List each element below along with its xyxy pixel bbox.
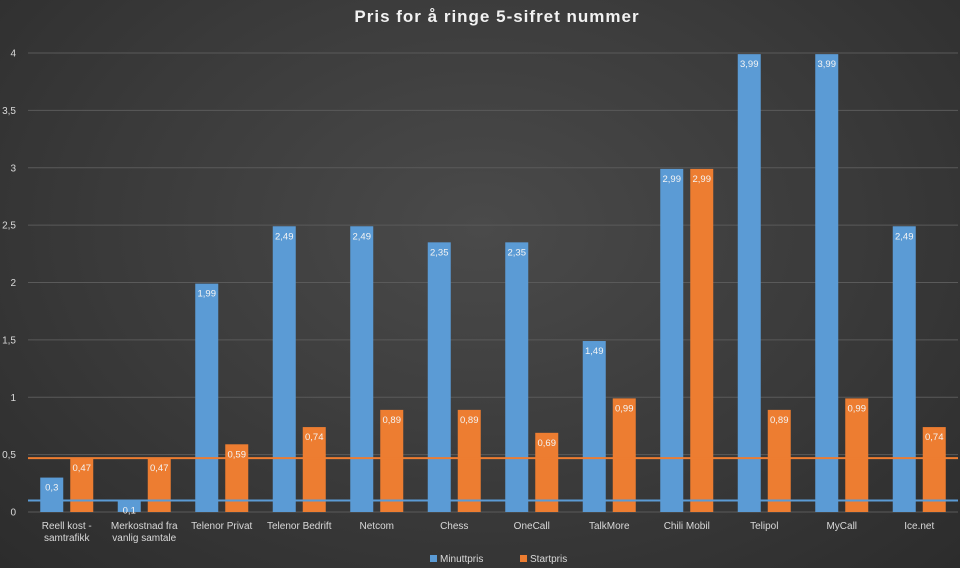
x-category-label: MyCall: [826, 521, 857, 532]
bar-minuttpris: [195, 283, 219, 512]
data-label: 0,89: [460, 415, 479, 426]
bar-startpris: [147, 458, 171, 512]
y-tick-label: 3: [10, 163, 16, 174]
bar-startpris: [845, 398, 869, 512]
data-label: 3,99: [740, 59, 759, 70]
bar-minuttpris: [505, 242, 529, 512]
x-category-label: samtrafikk: [44, 533, 91, 544]
bar-startpris: [612, 398, 636, 512]
legend-entry: Startpris: [530, 554, 567, 565]
bar-startpris: [457, 409, 481, 512]
bar-minuttpris: [117, 500, 141, 512]
data-label: 0,74: [925, 432, 944, 443]
x-category-label: Ice.net: [904, 521, 934, 532]
data-labels: 0,3 0,47 0,1 0,47 1,99 0,59 2,49 0,74 2,49 0,89 2,…: [45, 59, 943, 516]
data-label: 2,35: [430, 247, 449, 258]
bar-startpris: [767, 409, 791, 512]
x-category-label: TalkMore: [589, 521, 630, 532]
data-label: 0,3: [45, 483, 58, 494]
bars: [40, 54, 946, 513]
legend: Minuttpris Startpris: [430, 554, 567, 565]
y-tick-label: 2,5: [2, 221, 16, 232]
x-category-label: Reell kost -: [42, 521, 92, 532]
legend-swatch: [520, 555, 527, 562]
x-category-label: Merkostnad fra: [111, 521, 178, 532]
data-label: 0,69: [538, 438, 557, 449]
x-category-label: Chili Mobil: [664, 521, 710, 532]
y-tick-label: 1,5: [2, 335, 16, 346]
data-label: 3,99: [818, 59, 837, 70]
bar-startpris: [690, 168, 714, 512]
data-label: 2,35: [508, 247, 527, 258]
x-category-label: Telenor Privat: [191, 521, 252, 532]
y-axis-ticks: 0 0,5 1 1,5 2 2,5 3 3,5 4: [2, 49, 16, 519]
data-label: 0,59: [228, 449, 247, 460]
data-label: 0,89: [383, 415, 402, 426]
gridlines: [28, 52, 958, 513]
x-category-label: Telipol: [750, 521, 778, 532]
legend-entry: Minuttpris: [440, 554, 483, 565]
data-label: 1,99: [198, 289, 217, 300]
bar-startpris: [302, 427, 326, 512]
data-label: 2,49: [275, 231, 294, 242]
data-label: 2,49: [895, 231, 914, 242]
data-label: 0,99: [615, 403, 634, 414]
bar-startpris: [535, 432, 559, 512]
bar-startpris: [70, 458, 94, 512]
data-label: 0,47: [73, 463, 92, 474]
chart-title: Pris for å ringe 5-sifret nummer: [354, 7, 639, 26]
data-label: 0,47: [150, 463, 169, 474]
bar-minuttpris: [40, 477, 64, 512]
data-label: 0,99: [848, 403, 867, 414]
legend-swatch: [430, 555, 437, 562]
data-label: 0,1: [123, 506, 136, 517]
x-category-label: Telenor Bedrift: [267, 521, 332, 532]
data-label: 0,74: [305, 432, 324, 443]
y-tick-label: 3,5: [2, 106, 16, 117]
reference-lines: [28, 457, 958, 502]
bar-minuttpris: [892, 226, 916, 512]
bar-minuttpris: [272, 226, 296, 512]
y-tick-label: 4: [10, 49, 16, 60]
y-tick-label: 2: [10, 278, 16, 289]
bar-startpris: [380, 409, 404, 512]
bar-startpris: [922, 427, 946, 512]
y-tick-label: 1: [10, 393, 16, 404]
x-category-label: Netcom: [360, 521, 394, 532]
data-label: 2,49: [353, 231, 372, 242]
bar-minuttpris: [660, 168, 684, 512]
data-label: 2,99: [663, 174, 682, 185]
x-category-label: OneCall: [514, 521, 550, 532]
x-category-label: Chess: [440, 521, 468, 532]
data-label: 2,99: [693, 174, 712, 185]
bar-minuttpris: [427, 242, 451, 512]
bar-minuttpris: [737, 54, 761, 513]
bar-minuttpris: [815, 54, 839, 513]
data-label: 0,89: [770, 415, 789, 426]
bar-minuttpris: [350, 226, 374, 512]
data-label: 1,49: [585, 346, 604, 357]
bar-startpris: [225, 444, 249, 512]
x-category-label: vanlig samtale: [112, 533, 176, 544]
y-tick-label: 0: [10, 508, 16, 519]
y-tick-label: 0,5: [2, 450, 16, 461]
bar-minuttpris: [582, 341, 606, 512]
x-axis-categories: Reell kost -samtrafikk Merkostnad fravanl…: [42, 521, 935, 544]
